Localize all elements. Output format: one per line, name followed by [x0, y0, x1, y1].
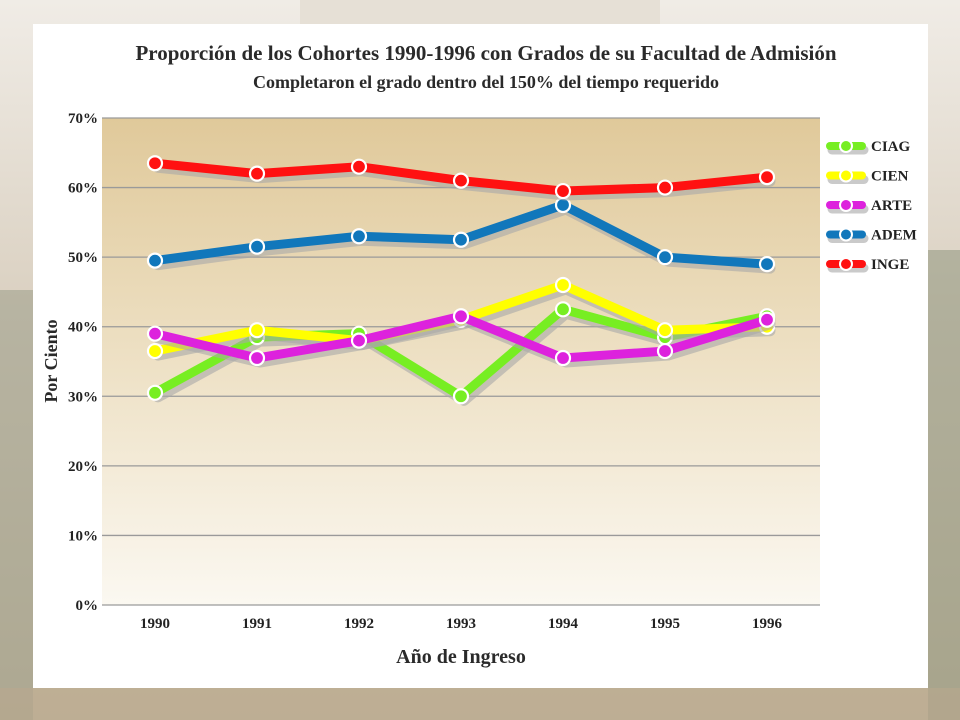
y-tick-label: 0% — [76, 598, 99, 614]
data-point — [146, 384, 164, 401]
data-point — [452, 308, 470, 325]
data-point — [248, 238, 266, 255]
chart-subtitle: Completaron el grado dentro del 150% del… — [253, 72, 719, 92]
data-point — [554, 276, 572, 294]
x-tick-label: 1992 — [344, 616, 374, 632]
series-adem — [146, 196, 776, 274]
legend-label: CIAG — [871, 139, 911, 155]
legend-label: ARTE — [871, 198, 912, 214]
y-tick-label: 50% — [68, 250, 98, 266]
x-tick-label: 1990 — [140, 616, 170, 632]
data-point — [554, 349, 572, 367]
data-point — [656, 322, 674, 339]
data-point — [656, 342, 674, 360]
data-point — [146, 325, 164, 342]
legend-marker — [839, 139, 853, 153]
data-point — [758, 256, 776, 273]
y-tick-label: 10% — [68, 528, 98, 544]
data-point — [146, 155, 164, 172]
data-point — [452, 172, 470, 189]
y-tick-label: 60% — [68, 181, 98, 197]
chart-panel: Proporción de los Cohortes 1990-1996 con… — [33, 24, 928, 688]
data-point — [248, 165, 266, 182]
legend-marker — [839, 257, 853, 271]
series-arte — [146, 308, 776, 368]
x-axis-ticks: 1990 1991 1992 1993 1994 1995 1996 — [140, 616, 783, 632]
data-point — [452, 388, 470, 405]
x-axis-label: Año de Ingreso — [396, 646, 526, 668]
data-point — [350, 332, 368, 349]
legend-label: CIEN — [871, 169, 909, 185]
y-axis-label: Por Ciento — [41, 319, 61, 402]
x-tick-label: 1994 — [548, 616, 579, 632]
legend-item-inge: INGE — [826, 257, 909, 273]
data-point — [758, 311, 776, 328]
data-point — [146, 342, 164, 360]
legend-label: ADEM — [871, 228, 917, 244]
x-tick-label: 1993 — [446, 616, 476, 632]
legend-label: INGE — [871, 257, 909, 273]
y-tick-label: 30% — [68, 389, 98, 405]
y-tick-label: 20% — [68, 459, 98, 475]
data-point — [758, 169, 776, 186]
legend-item-ciag: CIAG — [826, 139, 911, 155]
legend-item-arte: ARTE — [826, 198, 912, 214]
data-point — [350, 228, 368, 245]
x-tick-label: 1995 — [650, 616, 680, 632]
y-axis-ticks: 0% 10% 20% 30% 40% 50% 60% 70% — [68, 111, 98, 614]
data-point — [554, 301, 572, 318]
series-inge — [146, 155, 776, 201]
legend: CIAG CIEN ARTE ADEM INGE — [826, 139, 917, 273]
data-point — [656, 249, 674, 266]
data-point — [350, 158, 368, 175]
x-tick-label: 1996 — [752, 616, 783, 632]
line-chart: Proporción de los Cohortes 1990-1996 con… — [41, 41, 917, 668]
legend-item-adem: ADEM — [826, 227, 917, 244]
data-point — [554, 182, 572, 200]
x-tick-label: 1991 — [242, 616, 272, 632]
y-tick-label: 70% — [68, 111, 98, 127]
data-point — [248, 322, 266, 339]
chart-title: Proporción de los Cohortes 1990-1996 con… — [135, 41, 836, 65]
legend-marker — [839, 168, 853, 183]
legend-item-cien: CIEN — [826, 168, 909, 185]
y-tick-label: 40% — [68, 320, 98, 336]
data-point — [248, 349, 266, 367]
data-point — [452, 231, 470, 248]
data-point — [146, 252, 164, 269]
legend-marker — [839, 198, 853, 212]
legend-marker — [839, 227, 853, 242]
data-point — [656, 179, 674, 196]
series-lines — [146, 155, 776, 406]
